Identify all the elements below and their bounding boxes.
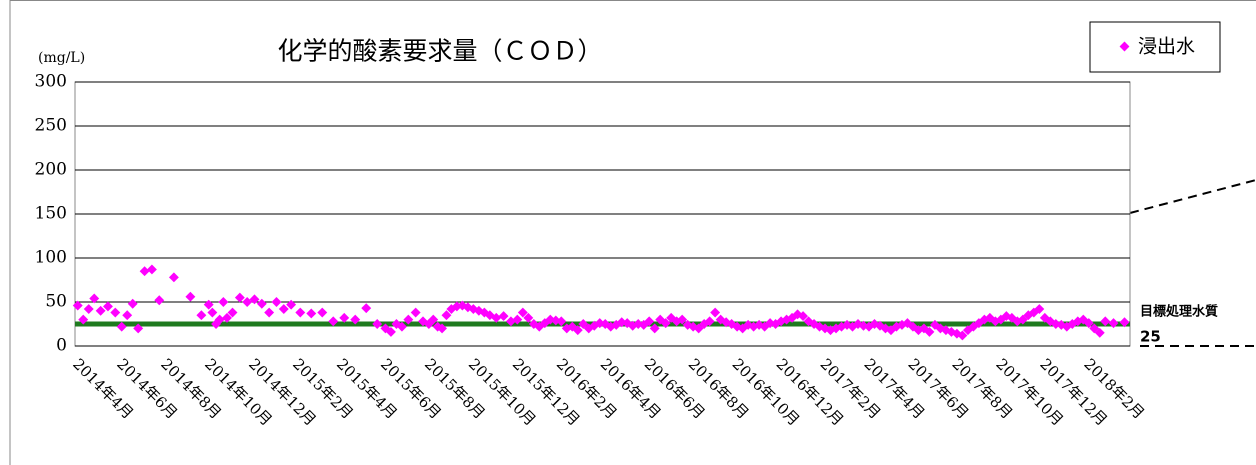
y-tick-label: 300	[35, 72, 67, 92]
data-point	[168, 272, 179, 283]
data-point	[660, 318, 671, 329]
data-point	[139, 266, 150, 277]
data-point	[271, 297, 282, 307]
data-point	[523, 312, 534, 323]
data-point	[154, 295, 165, 306]
data-point	[361, 303, 372, 314]
data-point	[286, 299, 297, 310]
data-point	[214, 314, 225, 325]
data-point	[339, 312, 350, 323]
data-point	[196, 310, 207, 321]
data-point	[256, 298, 267, 309]
data-point	[295, 307, 306, 318]
data-point	[1094, 327, 1105, 338]
data-point	[957, 330, 968, 341]
data-point	[1119, 317, 1130, 328]
data-point	[517, 307, 528, 318]
data-point	[133, 323, 144, 334]
data-point	[704, 316, 715, 327]
data-point	[127, 298, 138, 309]
data-point	[1108, 318, 1119, 329]
data-point	[924, 326, 935, 337]
data-point	[403, 314, 414, 325]
data-point	[644, 316, 655, 327]
target-value: 25	[1140, 328, 1161, 346]
data-point	[1100, 316, 1111, 327]
data-point	[242, 297, 253, 307]
legend-marker	[1119, 41, 1130, 52]
data-point	[437, 323, 448, 334]
data-point	[386, 326, 396, 337]
y-tick-label: 150	[35, 204, 67, 224]
data-point	[498, 311, 509, 322]
y-tick-label: 50	[45, 292, 67, 312]
data-point	[146, 264, 157, 275]
data-point	[491, 312, 502, 323]
legend-label: 浸出水	[1138, 36, 1195, 58]
chart-title: 化学的酸素要求量（ＣＯＤ）	[277, 37, 602, 66]
data-point	[798, 311, 809, 322]
data-point	[428, 314, 439, 325]
data-point	[203, 299, 214, 310]
data-point	[396, 321, 407, 332]
leader-line	[1129, 179, 1256, 214]
data-point	[249, 294, 260, 305]
data-point	[572, 325, 583, 336]
data-point	[234, 292, 245, 303]
data-point	[306, 308, 317, 319]
data-point	[441, 310, 452, 321]
data-point	[1034, 304, 1045, 314]
data-point	[512, 314, 523, 325]
y-tick-label: 200	[35, 160, 67, 180]
data-point	[264, 307, 275, 318]
y-axis-label: (mg/L)	[38, 50, 85, 66]
data-point	[350, 314, 361, 325]
y-tick-label: 0	[56, 336, 67, 356]
data-point	[227, 307, 238, 318]
data-point	[317, 307, 328, 318]
data-point	[218, 297, 229, 307]
data-point	[410, 307, 421, 318]
y-tick-label: 250	[35, 116, 67, 136]
data-point	[185, 291, 196, 302]
data-point	[222, 312, 232, 323]
legend-box	[1089, 21, 1221, 73]
y-tick-label: 100	[35, 248, 67, 268]
data-point	[1083, 318, 1094, 329]
data-point	[278, 304, 289, 314]
data-point	[677, 314, 688, 325]
data-point	[556, 316, 567, 327]
data-point	[207, 307, 218, 318]
target-label: 目標処理水質	[1140, 304, 1218, 320]
data-point	[710, 307, 721, 318]
data-point	[649, 323, 660, 334]
data-point	[328, 316, 339, 327]
data-point	[372, 319, 383, 329]
